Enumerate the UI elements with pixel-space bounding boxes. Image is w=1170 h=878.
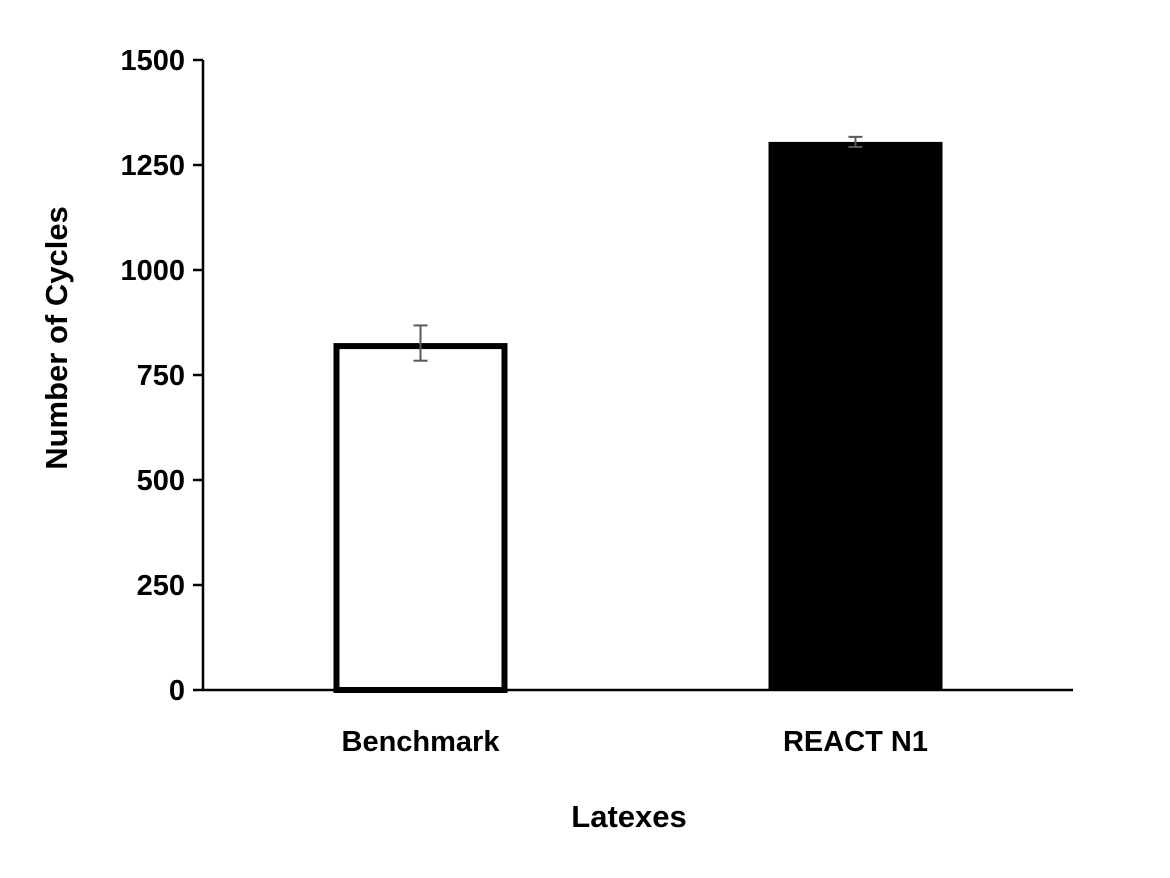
x-axis-title: Latexes — [571, 799, 686, 834]
y-tick-label: 500 — [137, 465, 185, 497]
y-tick-label: 1000 — [120, 255, 185, 287]
y-tick-label: 750 — [137, 360, 185, 392]
y-tick-label: 1250 — [120, 150, 185, 182]
y-tick-label: 0 — [169, 675, 185, 707]
y-tick-label: 250 — [137, 570, 185, 602]
x-category-label: Benchmark — [342, 726, 501, 758]
x-labels-layer: Benchmark REACT N1 — [342, 726, 928, 758]
bar-react-n1 — [768, 141, 943, 690]
error-bar — [848, 135, 863, 148]
bars-layer — [333, 141, 943, 693]
bar-benchmark — [333, 343, 508, 693]
y-tick-label: 1500 — [120, 45, 185, 77]
y-axis-title: Number of Cycles — [39, 206, 74, 470]
error-bars-layer — [413, 135, 863, 362]
x-category-label: REACT N1 — [783, 726, 928, 758]
error-bar — [413, 324, 428, 362]
y-ticks-layer: 0 250 500 750 1000 1250 1500 — [120, 45, 203, 707]
